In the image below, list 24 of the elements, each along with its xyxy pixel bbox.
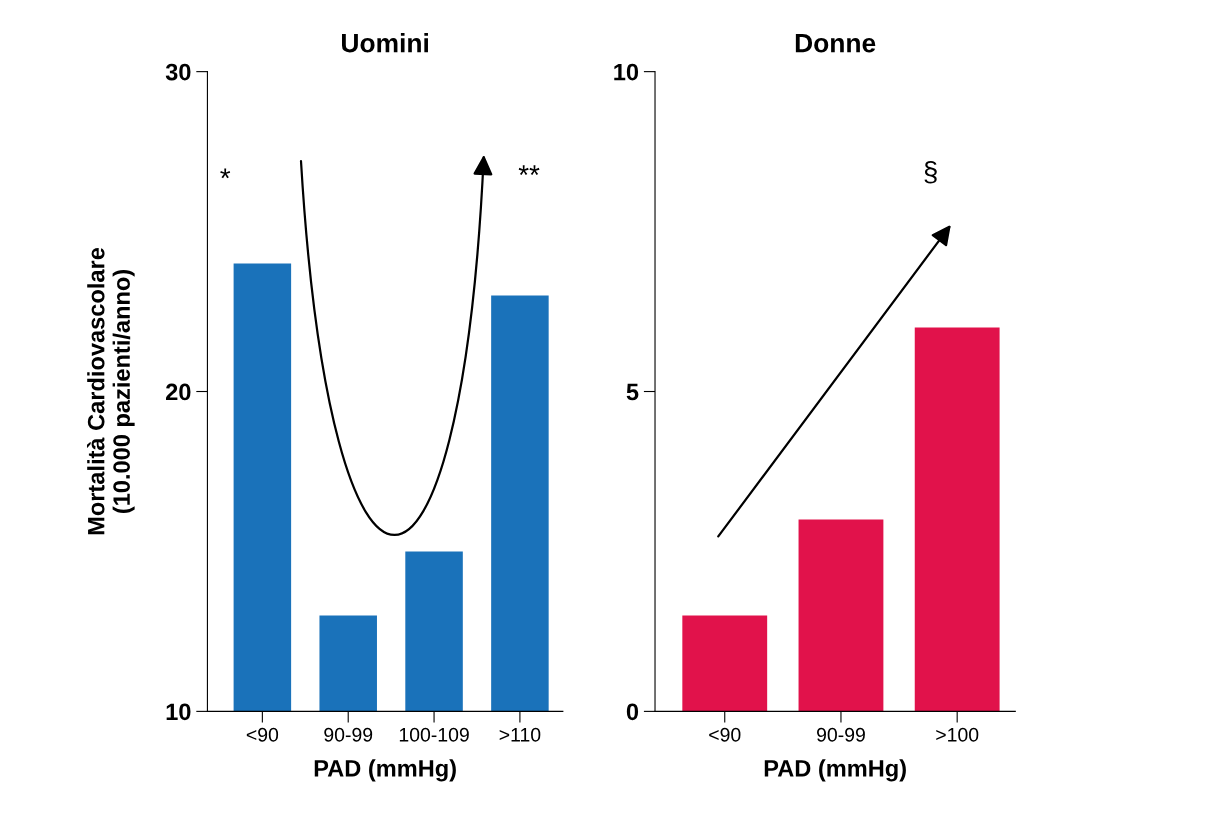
x-axis-title: PAD (mmHg)	[314, 759, 456, 782]
annotation: **	[518, 165, 540, 176]
x-axis-title: PAD (mmHg)	[764, 759, 906, 782]
bar	[682, 615, 768, 712]
x-tick-label: <90	[246, 727, 279, 742]
x-tick-label: >100	[936, 727, 979, 742]
y-tick-label: 30	[165, 63, 191, 81]
chart-title: Donne	[795, 34, 876, 53]
y-tick-label: 10	[166, 703, 191, 721]
y-axis-title: Mortalità Cardiovascolare (10.000 pazienti/anno)	[86, 247, 135, 535]
bar	[914, 327, 1000, 712]
y-tick-label: 5	[626, 383, 639, 401]
annotation: §	[924, 161, 937, 184]
bar	[798, 519, 884, 712]
y-tick-label: 20	[166, 383, 191, 401]
annotation: *	[220, 168, 231, 179]
y-tick-label: 0	[626, 703, 639, 721]
chart-title: Uomini	[342, 33, 428, 53]
x-tick-label: >110	[499, 727, 541, 742]
x-tick-label: 100-109	[399, 727, 469, 742]
x-tick-label: 90-99	[324, 727, 373, 742]
x-tick-label: 90-99	[817, 727, 865, 742]
x-tick-label: <90	[709, 727, 741, 742]
y-tick-label: 10	[614, 63, 639, 81]
